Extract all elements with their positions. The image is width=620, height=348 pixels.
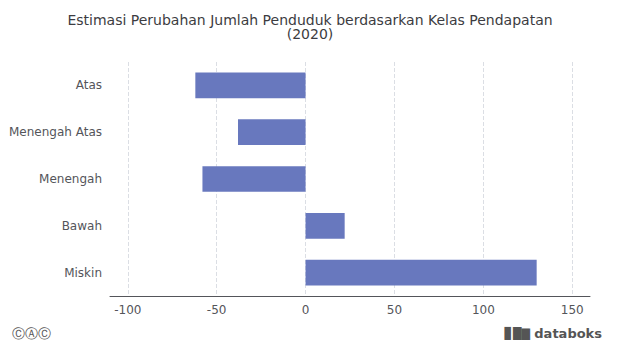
svg-text:Menengah Atas: Menengah Atas — [9, 125, 102, 139]
svg-text:150: 150 — [561, 303, 584, 317]
svg-text:Miskin: Miskin — [64, 266, 102, 280]
svg-text:0: 0 — [302, 303, 310, 317]
svg-text:(2020): (2020) — [287, 26, 334, 42]
svg-text:databoks: databoks — [534, 326, 602, 341]
svg-text:-50: -50 — [207, 303, 227, 317]
svg-text:50: 50 — [387, 303, 402, 317]
svg-text:Atas: Atas — [76, 78, 102, 92]
svg-text:Menengah: Menengah — [39, 172, 102, 186]
svg-text:Estimasi Perubahan Jumlah Pend: Estimasi Perubahan Jumlah Penduduk berda… — [67, 12, 553, 28]
svg-text:100: 100 — [472, 303, 495, 317]
svg-text:Bawah: Bawah — [62, 219, 102, 233]
svg-text:ⒸⒶⒸ: ⒸⒶⒸ — [12, 326, 51, 341]
svg-text:-100: -100 — [114, 303, 141, 317]
svg-text:▊█▇: ▊█▇ — [504, 326, 531, 340]
